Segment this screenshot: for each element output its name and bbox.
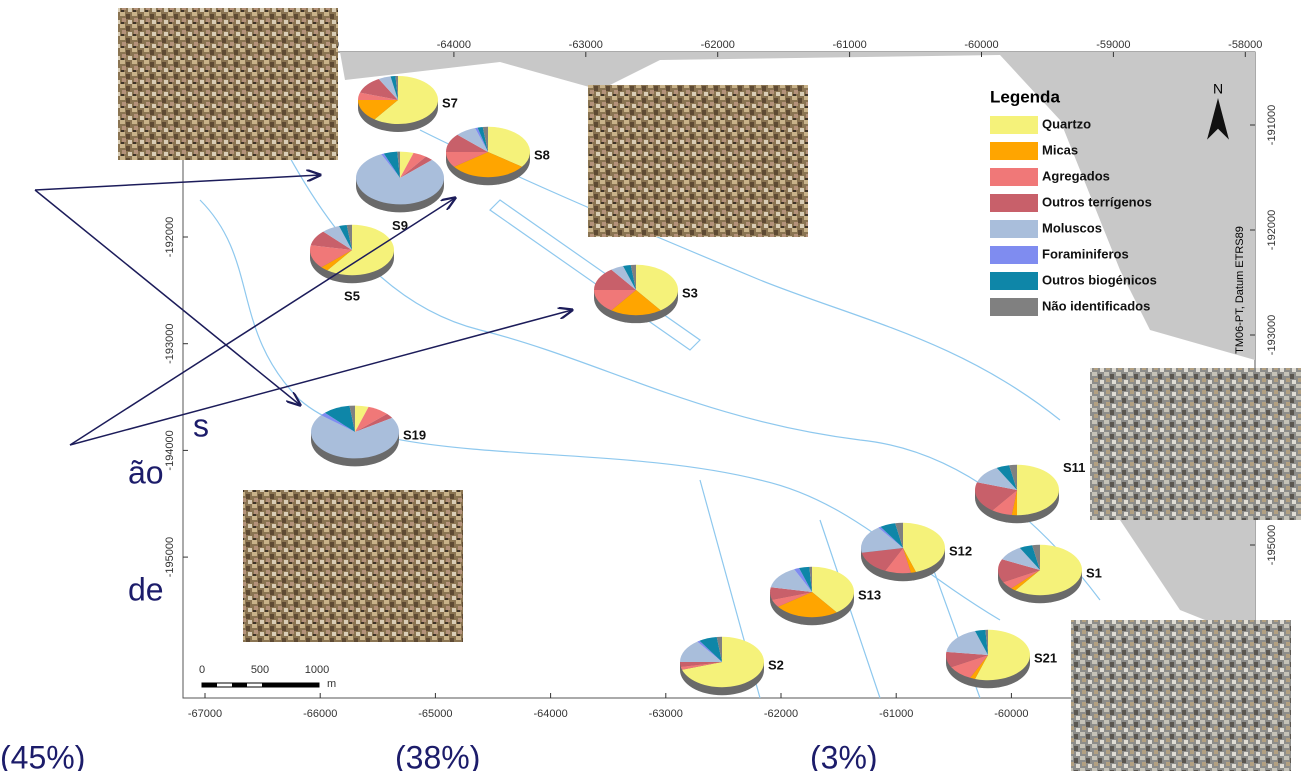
legend-label: Não identificados bbox=[1042, 298, 1150, 313]
bottom-tick-label: -62000 bbox=[764, 708, 798, 720]
photo bbox=[1090, 368, 1301, 520]
bottom-tick-label: -61000 bbox=[879, 708, 913, 720]
photo bbox=[588, 85, 808, 237]
top-tick-label: -60000 bbox=[964, 39, 998, 51]
station-label: S1 bbox=[1086, 565, 1102, 580]
legend-label: Agregados bbox=[1042, 168, 1110, 183]
projection: TM06-PT, Datum ETRS89 bbox=[1234, 226, 1246, 354]
bottom-tick-label: -65000 bbox=[418, 708, 452, 720]
top-tick-label: -64000 bbox=[437, 39, 471, 51]
right-tick-label: -195000 bbox=[1266, 525, 1278, 565]
right-tick-label: -192000 bbox=[1266, 210, 1278, 250]
legend-swatch bbox=[990, 168, 1038, 186]
scale-label: 0 bbox=[199, 664, 205, 676]
legend-swatch bbox=[990, 142, 1038, 160]
slide-text: s bbox=[193, 407, 209, 443]
left-tick-label: -194000 bbox=[164, 430, 176, 470]
right-tick-label: -193000 bbox=[1266, 315, 1278, 355]
station-label: S21 bbox=[1034, 650, 1057, 665]
station-label: S3 bbox=[682, 285, 698, 300]
legend-label: Micas bbox=[1042, 142, 1078, 157]
scale-label: m bbox=[327, 678, 336, 690]
photo bbox=[118, 8, 338, 160]
legend-label: Outros biogénicos bbox=[1042, 272, 1157, 287]
left-tick-label: -193000 bbox=[164, 324, 176, 364]
legend-swatch bbox=[990, 272, 1038, 290]
top-tick-label: -61000 bbox=[832, 39, 866, 51]
legend-swatch bbox=[990, 194, 1038, 212]
right-tick-label: -191000 bbox=[1266, 105, 1278, 145]
top-tick-label: -62000 bbox=[701, 39, 735, 51]
station-label: S11 bbox=[1063, 460, 1085, 475]
slide-text: (38%) bbox=[395, 739, 480, 771]
legend-swatch bbox=[990, 246, 1038, 264]
legend-label: Outros terrígenos bbox=[1042, 194, 1152, 209]
legend-label: Moluscos bbox=[1042, 220, 1102, 235]
station-label: S19 bbox=[403, 427, 426, 442]
slide-text: (3%) bbox=[810, 739, 878, 771]
left-tick-label: -192000 bbox=[164, 217, 176, 257]
bottom-tick-label: -63000 bbox=[649, 708, 683, 720]
legend-swatch bbox=[990, 220, 1038, 238]
legend-label: Quartzo bbox=[1042, 116, 1091, 131]
bottom-tick-label: -64000 bbox=[533, 708, 567, 720]
legend-label: Foraminiferos bbox=[1042, 246, 1129, 261]
legend-title: Legenda bbox=[990, 87, 1060, 106]
station-label: S5 bbox=[344, 289, 360, 304]
station-label: S7 bbox=[442, 95, 458, 110]
photo bbox=[243, 490, 463, 642]
slide-text: de bbox=[128, 571, 164, 607]
top-tick-label: -63000 bbox=[569, 39, 603, 51]
left-tick-label: -195000 bbox=[164, 537, 176, 577]
top-tick-label: -59000 bbox=[1096, 39, 1130, 51]
slide-text: ão bbox=[128, 454, 164, 490]
legend-swatch bbox=[990, 116, 1038, 134]
station-label: S2 bbox=[768, 657, 784, 672]
station-label: S13 bbox=[858, 587, 881, 602]
top-tick-label: -58000 bbox=[1228, 39, 1262, 51]
bottom-tick-label: -67000 bbox=[188, 708, 222, 720]
photo bbox=[1071, 620, 1291, 771]
north-label: N bbox=[1213, 81, 1223, 97]
station-label: S8 bbox=[534, 147, 550, 162]
scale-label: 500 bbox=[251, 664, 269, 676]
station-label: S12 bbox=[949, 543, 972, 558]
slide: -65000 -64000 -63000 -62000 -61000 -60000 -590… bbox=[0, 0, 1301, 771]
bottom-tick-label: -66000 bbox=[303, 708, 337, 720]
bottom-tick-label: -60000 bbox=[994, 708, 1028, 720]
slide-text: (45%) bbox=[0, 739, 85, 771]
scale-label: 1000 bbox=[305, 664, 329, 676]
legend-swatch bbox=[990, 298, 1038, 316]
